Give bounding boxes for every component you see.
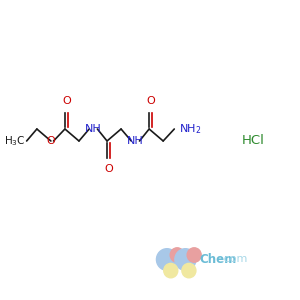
Circle shape [164,263,178,278]
Text: NH: NH [127,136,143,146]
Text: O: O [46,136,55,146]
Circle shape [187,248,201,262]
Text: .com: .com [221,254,248,265]
Text: NH$_2$: NH$_2$ [179,122,201,136]
Text: NH: NH [85,124,101,134]
Text: H$_3$C: H$_3$C [4,134,25,148]
Text: O: O [62,97,71,106]
Circle shape [170,248,184,262]
Text: HCl: HCl [242,134,265,148]
Circle shape [175,249,196,270]
Text: Chem: Chem [199,253,236,266]
Circle shape [182,263,196,278]
Text: O: O [146,97,155,106]
Circle shape [156,249,178,270]
Text: O: O [104,164,113,173]
